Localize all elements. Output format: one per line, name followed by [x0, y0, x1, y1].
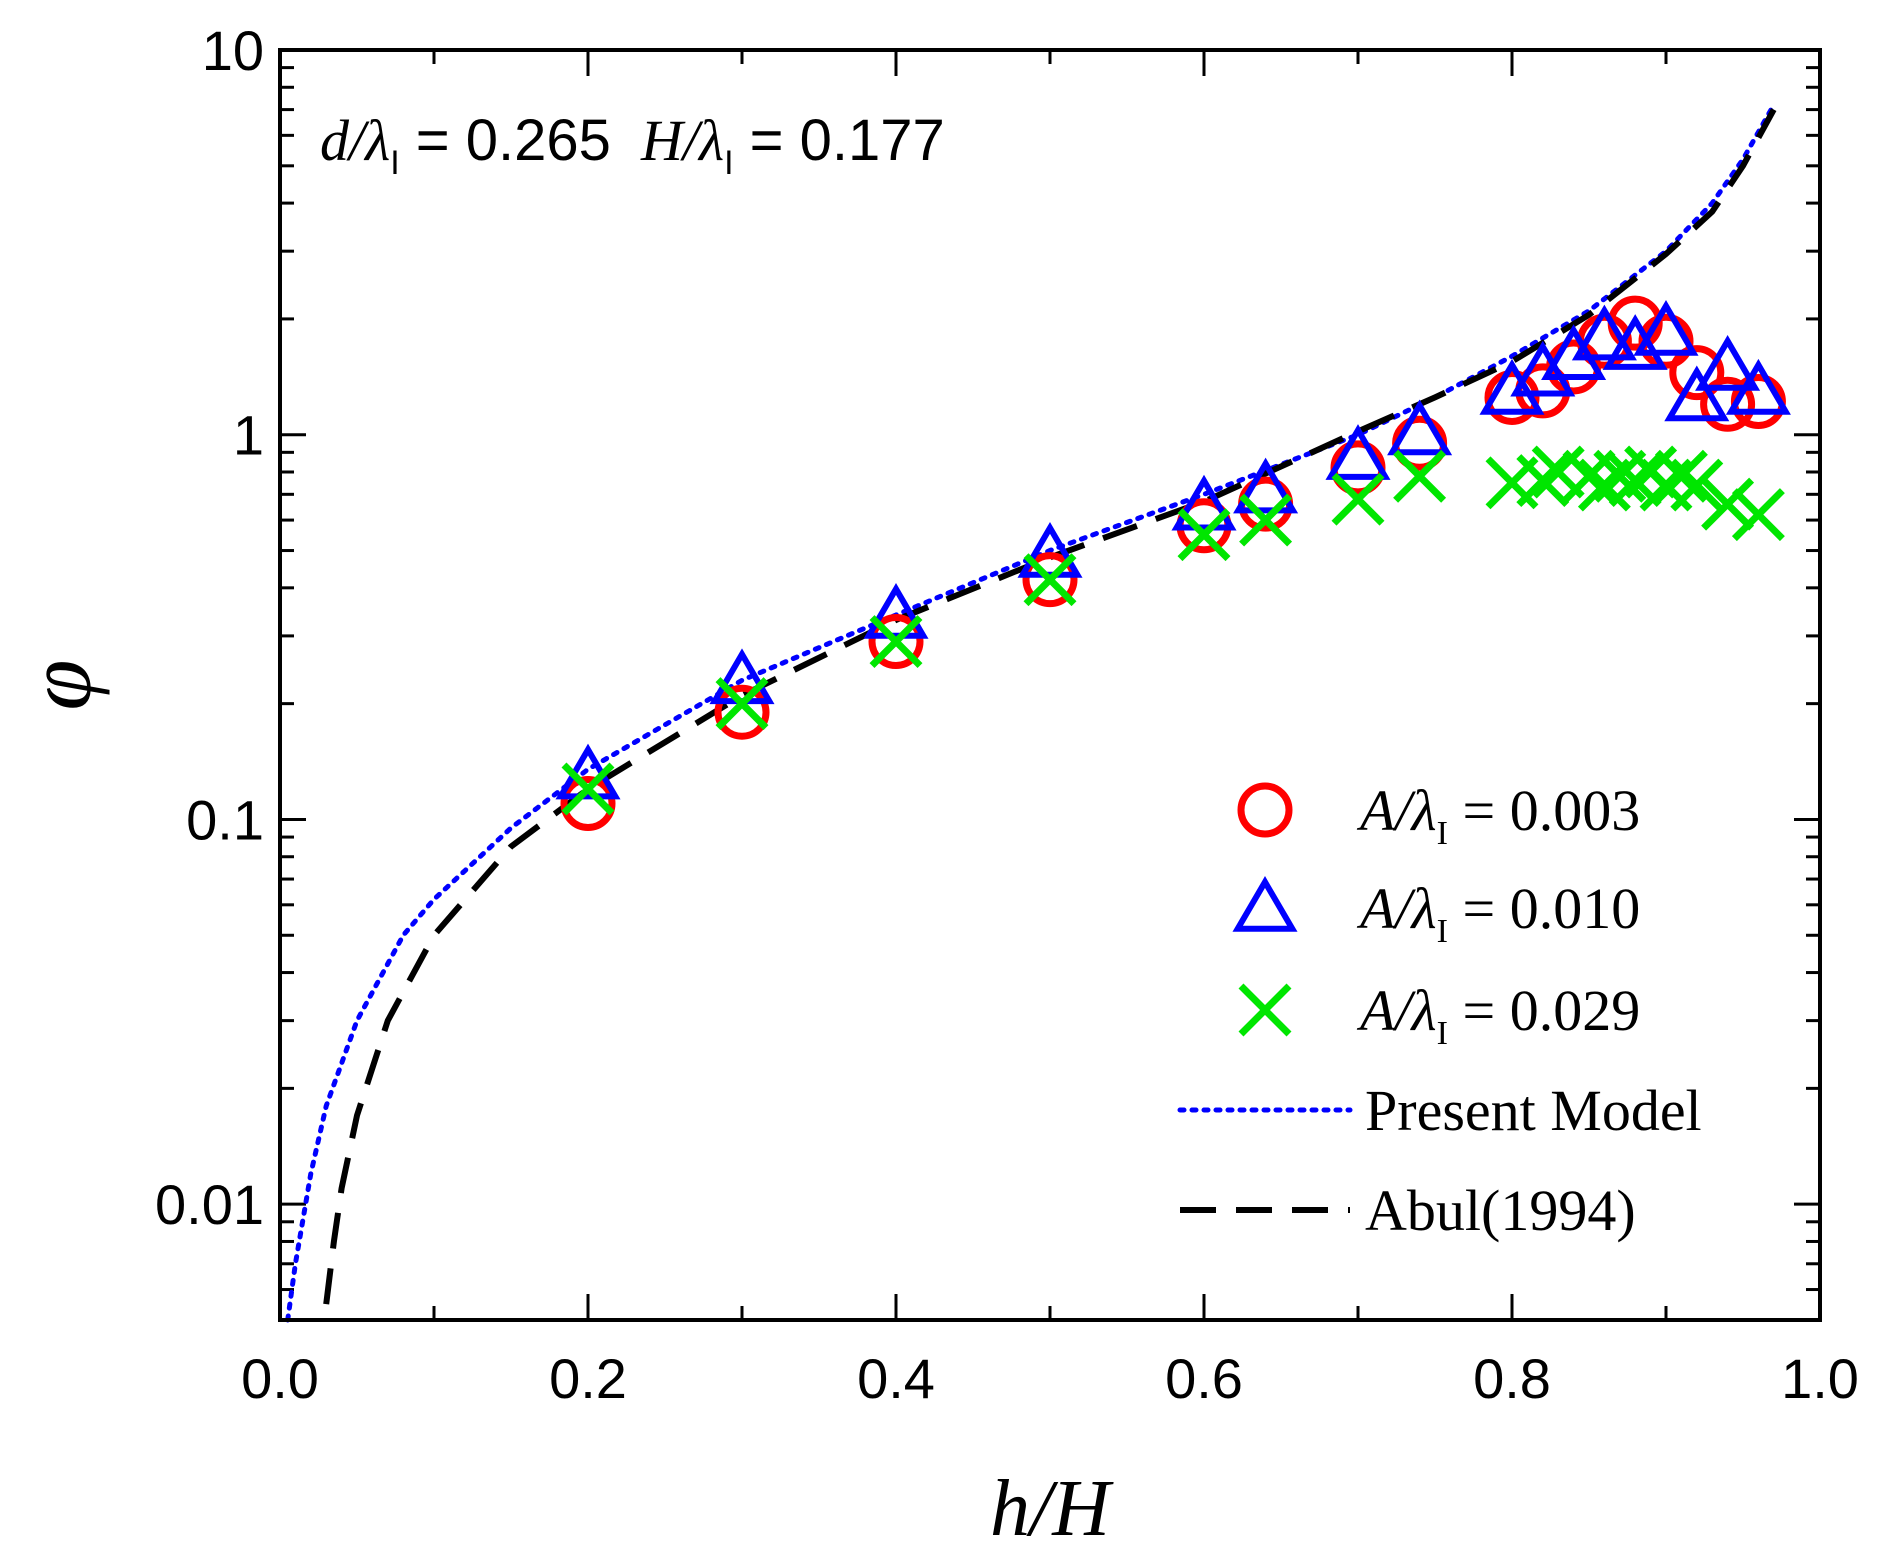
annotation-h-label: H/λ	[640, 108, 724, 173]
legend-label: Present Model	[1365, 1078, 1702, 1143]
plot-frame	[278, 48, 1822, 1322]
data-point-s2	[1023, 553, 1077, 607]
annotation-d-label: d/λ	[320, 108, 390, 173]
y-tick-label: 0.1	[186, 788, 264, 851]
data-point-s2	[1516, 454, 1570, 508]
y-tick-label: 1	[233, 404, 264, 467]
data-point-s1	[1510, 340, 1576, 397]
data-point-s1	[1233, 457, 1299, 514]
data-point-s2	[715, 677, 769, 731]
data-point-s1	[1017, 521, 1083, 578]
x-tick-label: 0.2	[549, 1347, 627, 1410]
data-point-s2	[1239, 493, 1293, 547]
data-point-s1	[1541, 324, 1607, 380]
data-point-s0	[868, 614, 924, 670]
data-point-s0	[1669, 345, 1725, 401]
x-tick-label: 0.0	[241, 1347, 319, 1410]
parameter-annotation: d/λI = 0.265 H/λI = 0.177	[320, 108, 945, 182]
data-point-s1	[863, 583, 929, 639]
legend-label: A/λI = 0.029	[1356, 978, 1640, 1052]
legend-label: A/λI = 0.003	[1356, 778, 1640, 852]
data-point-s2	[1731, 488, 1785, 542]
data-point-s0	[1484, 369, 1540, 425]
x-tick-label: 1.0	[1781, 1347, 1859, 1410]
annotation-h-sub: I	[724, 144, 733, 182]
data-point-s2	[1393, 449, 1447, 503]
legend-marker-1	[1232, 876, 1298, 932]
annotation-d-value: = 0.265	[400, 108, 611, 173]
x-tick-label: 0.4	[857, 1347, 935, 1410]
data-point-s2	[1331, 472, 1385, 526]
data-point-s2	[1670, 458, 1724, 512]
data-point-s0	[714, 684, 770, 740]
data-point-s1	[1664, 365, 1730, 422]
legend-marker-2	[1238, 983, 1292, 1037]
annotation-d-sub: I	[390, 144, 399, 182]
series-line-4	[323, 108, 1777, 1305]
data-point-s1	[1479, 358, 1545, 415]
y-axis-title: φ	[8, 660, 110, 711]
legend: A/λI = 0.003 A/λI = 0.010 A/λI = 0.029 Pres…	[1177, 778, 1702, 1243]
data-point-s1	[1725, 358, 1791, 415]
data-point-s1	[1633, 299, 1699, 356]
legend-label: Abul(1994)	[1365, 1178, 1636, 1243]
data-point-s2	[1177, 508, 1231, 562]
x-tick-label: 0.6	[1165, 1347, 1243, 1410]
data-point-s2	[869, 615, 923, 669]
legend-label: A/λI = 0.010	[1356, 876, 1640, 950]
data-point-s1	[1325, 424, 1391, 480]
legend-marker-0	[1237, 782, 1293, 838]
tick-labels: 0.0 0.2 0.4 0.6 0.8 1.0 0.01 0.1 1 10	[155, 19, 1859, 1410]
data-point-s1	[1387, 399, 1453, 456]
y-tick-label: 0.01	[155, 1173, 264, 1236]
data-point-s2	[561, 762, 615, 816]
data-point-s0	[560, 776, 616, 832]
annotation-h-value: = 0.177	[734, 108, 945, 173]
data-point-s1	[1695, 335, 1761, 391]
data-point-s0	[1730, 374, 1786, 430]
data-point-s1	[1571, 304, 1637, 361]
y-tick-label: 10	[202, 19, 264, 82]
data-point-s1	[1171, 474, 1237, 531]
x-tick-label: 0.8	[1473, 1347, 1551, 1410]
x-axis-title: h/H	[990, 1465, 1114, 1553]
data-point-s1	[1602, 314, 1668, 370]
data-markers	[555, 295, 1791, 832]
data-point-s0	[1700, 376, 1756, 432]
data-point-s2	[1701, 477, 1755, 531]
data-point-s2	[1654, 449, 1708, 503]
data-point-s0	[1022, 552, 1078, 608]
